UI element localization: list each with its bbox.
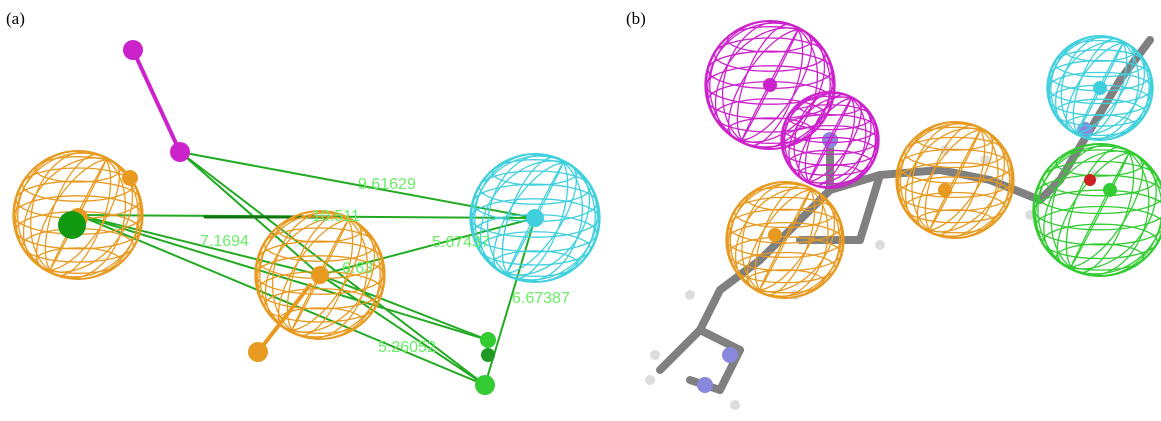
distance-label: 6.67387 — [512, 290, 570, 307]
distance-label: 6.63 — [342, 260, 373, 277]
bond — [133, 50, 180, 152]
atom — [123, 40, 143, 60]
atom — [650, 350, 660, 360]
distance-label: 7.1694 — [200, 233, 249, 250]
panel-label: (a) — [6, 9, 25, 28]
atom — [1084, 174, 1096, 186]
distance-label: 5.26052 — [378, 339, 436, 356]
atom — [645, 375, 655, 385]
atom — [768, 228, 782, 242]
distance-label: 9.61629 — [358, 176, 416, 193]
atom — [58, 211, 86, 239]
atom — [480, 332, 496, 348]
bond — [860, 175, 880, 240]
atom — [822, 132, 838, 148]
mesh-sphere — [1009, 120, 1161, 301]
bond — [180, 152, 485, 385]
bond — [700, 330, 740, 350]
longitude — [875, 101, 1034, 260]
bond — [660, 330, 700, 370]
atom — [722, 347, 738, 363]
atom — [1103, 183, 1117, 197]
atom — [526, 209, 544, 227]
atom — [763, 78, 777, 92]
longitude — [885, 109, 1024, 252]
atom — [875, 240, 885, 250]
atom — [685, 290, 695, 300]
distance-label: 5.67437 — [432, 234, 490, 251]
longitude — [1021, 129, 1161, 291]
atom — [1093, 81, 1107, 95]
mesh-sphere — [875, 101, 1034, 260]
panel-b — [645, 0, 1161, 410]
atom — [475, 375, 495, 395]
figure: (a) (b) 9.61629 10.511 7.1694 5.67437 6.… — [0, 0, 1161, 421]
atom — [938, 183, 952, 197]
panel-label: (b) — [626, 9, 646, 28]
atom — [122, 170, 138, 186]
longitude — [1053, 139, 1148, 281]
atom — [730, 400, 740, 410]
atom — [311, 266, 329, 284]
atom — [697, 377, 713, 393]
distance-label: 10.511 — [312, 208, 360, 225]
atom — [170, 142, 190, 162]
atom — [481, 348, 495, 362]
bond — [700, 290, 720, 330]
